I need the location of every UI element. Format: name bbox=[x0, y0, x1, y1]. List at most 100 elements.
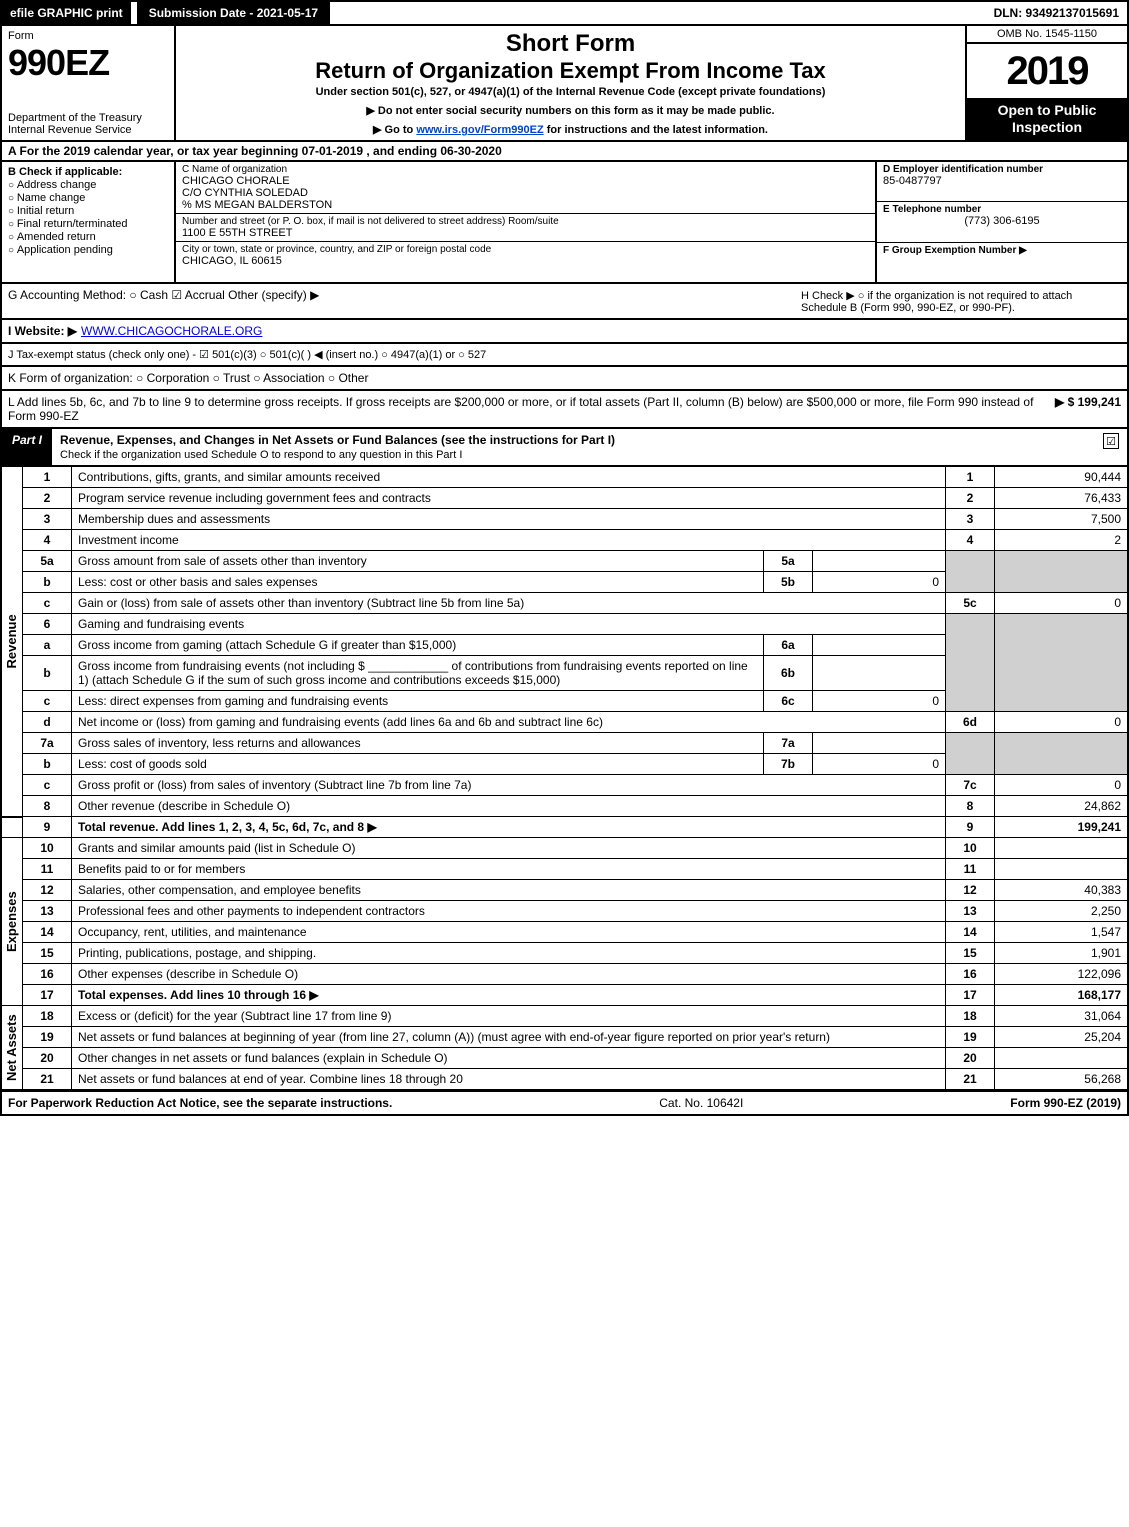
footer: For Paperwork Reduction Act Notice, see … bbox=[0, 1090, 1129, 1116]
goto-link[interactable]: www.irs.gov/Form990EZ bbox=[416, 124, 543, 136]
chk-final-return[interactable]: Final return/terminated bbox=[8, 218, 168, 230]
part-1-checkbox[interactable]: ☑ bbox=[1103, 433, 1119, 449]
header-left: Form 990EZ Department of the Treasury In… bbox=[2, 26, 176, 140]
form-number: 990EZ bbox=[8, 42, 168, 84]
ln-6d-val: 0 bbox=[995, 712, 1129, 733]
form-header: Form 990EZ Department of the Treasury In… bbox=[0, 24, 1129, 140]
omb-number: OMB No. 1545-1150 bbox=[967, 26, 1127, 44]
grey-6 bbox=[946, 614, 995, 712]
ln-6c-no: c bbox=[23, 691, 72, 712]
g-row: G Accounting Method: ○ Cash ☑ Accrual Ot… bbox=[0, 282, 1129, 318]
ln-18-no: 18 bbox=[23, 1006, 72, 1027]
ln-5c-col: 5c bbox=[946, 593, 995, 614]
org-street: 1100 E 55TH STREET bbox=[182, 227, 869, 239]
submission-date-button[interactable]: Submission Date - 2021-05-17 bbox=[135, 2, 330, 24]
lines-table: Revenue 1 Contributions, gifts, grants, … bbox=[0, 465, 1129, 1090]
tax-year: 2019 bbox=[967, 44, 1127, 98]
chk-initial-return[interactable]: Initial return bbox=[8, 205, 168, 217]
chk-address-change[interactable]: Address change bbox=[8, 179, 168, 191]
ln-17-desc: Total expenses. Add lines 10 through 16 … bbox=[72, 985, 946, 1006]
ln-5b-sub: 5b bbox=[764, 572, 813, 593]
ln-16-val: 122,096 bbox=[995, 964, 1129, 985]
ln-7c-desc: Gross profit or (loss) from sales of inv… bbox=[72, 775, 946, 796]
dept-treasury: Department of the Treasury bbox=[8, 112, 168, 124]
ln-6a-no: a bbox=[23, 635, 72, 656]
ln-20-col: 20 bbox=[946, 1048, 995, 1069]
ln-5a-no: 5a bbox=[23, 551, 72, 572]
ln-20-val bbox=[995, 1048, 1129, 1069]
ln-11-val bbox=[995, 859, 1129, 880]
ln-5c-desc: Gain or (loss) from sale of assets other… bbox=[72, 593, 946, 614]
grey-5 bbox=[946, 551, 995, 593]
ln-8-col: 8 bbox=[946, 796, 995, 817]
j-tax-exempt: J Tax-exempt status (check only one) - ☑… bbox=[8, 348, 486, 361]
ln-1-desc: Contributions, gifts, grants, and simila… bbox=[72, 466, 946, 488]
d-value: 85-0487797 bbox=[883, 175, 1121, 187]
ln-14-val: 1,547 bbox=[995, 922, 1129, 943]
goto-pre: ▶ Go to bbox=[373, 124, 416, 136]
ln-15-col: 15 bbox=[946, 943, 995, 964]
c-city-cell: City or town, state or province, country… bbox=[176, 242, 875, 269]
b-title: B Check if applicable: bbox=[8, 166, 168, 178]
ln-5a-desc: Gross amount from sale of assets other t… bbox=[72, 551, 764, 572]
ln-15-desc: Printing, publications, postage, and shi… bbox=[72, 943, 946, 964]
c-name-cell: C Name of organization CHICAGO CHORALE C… bbox=[176, 162, 875, 214]
ln-9-no: 9 bbox=[23, 817, 72, 838]
e-value: (773) 306-6195 bbox=[883, 215, 1121, 227]
g-accounting: G Accounting Method: ○ Cash ☑ Accrual Ot… bbox=[8, 288, 319, 302]
header-right: OMB No. 1545-1150 2019 Open to Public In… bbox=[965, 26, 1127, 140]
footer-right: Form 990-EZ (2019) bbox=[1010, 1096, 1121, 1110]
ln-7c-col: 7c bbox=[946, 775, 995, 796]
ln-6a-desc: Gross income from gaming (attach Schedul… bbox=[72, 635, 764, 656]
ln-12-no: 12 bbox=[23, 880, 72, 901]
part-1-header: Part I Revenue, Expenses, and Changes in… bbox=[0, 427, 1129, 465]
header-center: Short Form Return of Organization Exempt… bbox=[176, 26, 965, 140]
chk-name-change[interactable]: Name change bbox=[8, 192, 168, 204]
ln-4-val: 2 bbox=[995, 530, 1129, 551]
org-city: CHICAGO, IL 60615 bbox=[182, 255, 869, 267]
chk-amended-return[interactable]: Amended return bbox=[8, 231, 168, 243]
ln-6b-sub: 6b bbox=[764, 656, 813, 691]
footer-left: For Paperwork Reduction Act Notice, see … bbox=[8, 1096, 392, 1110]
ln-10-col: 10 bbox=[946, 838, 995, 859]
ln-3-col: 3 bbox=[946, 509, 995, 530]
website-link[interactable]: WWW.CHICAGOCHORALE.ORG bbox=[81, 324, 262, 338]
grey-7v bbox=[995, 733, 1129, 775]
ln-7b-no: b bbox=[23, 754, 72, 775]
dln-label: DLN: 93492137015691 bbox=[986, 2, 1127, 24]
ln-2-val: 76,433 bbox=[995, 488, 1129, 509]
ln-10-no: 10 bbox=[23, 838, 72, 859]
i-row: I Website: ▶ WWW.CHICAGOCHORALE.ORG bbox=[0, 318, 1129, 342]
efile-button[interactable]: efile GRAPHIC print bbox=[2, 2, 131, 24]
ln-11-desc: Benefits paid to or for members bbox=[72, 859, 946, 880]
ln-10-desc: Grants and similar amounts paid (list in… bbox=[72, 838, 946, 859]
ln-1-col: 1 bbox=[946, 466, 995, 488]
e-label: E Telephone number bbox=[883, 204, 1121, 215]
chk-application-pending[interactable]: Application pending bbox=[8, 244, 168, 256]
c-street-cell: Number and street (or P. O. box, if mail… bbox=[176, 214, 875, 242]
ln-6c-subval: 0 bbox=[813, 691, 946, 712]
ln-8-desc: Other revenue (describe in Schedule O) bbox=[72, 796, 946, 817]
b-checkboxes: B Check if applicable: Address change Na… bbox=[2, 162, 176, 282]
ln-18-desc: Excess or (deficit) for the year (Subtra… bbox=[72, 1006, 946, 1027]
ln-6c-sub: 6c bbox=[764, 691, 813, 712]
ln-7c-val: 0 bbox=[995, 775, 1129, 796]
c-street-label: Number and street (or P. O. box, if mail… bbox=[182, 216, 869, 227]
ln-2-desc: Program service revenue including govern… bbox=[72, 488, 946, 509]
ln-9-desc: Total revenue. Add lines 1, 2, 3, 4, 5c,… bbox=[72, 817, 946, 838]
def-block: D Employer identification number 85-0487… bbox=[875, 162, 1127, 282]
grey-6v bbox=[995, 614, 1129, 712]
ln-6-no: 6 bbox=[23, 614, 72, 635]
ln-10-val bbox=[995, 838, 1129, 859]
ln-6-desc: Gaming and fundraising events bbox=[72, 614, 946, 635]
k-row: K Form of organization: ○ Corporation ○ … bbox=[0, 365, 1129, 389]
part-1-subtitle: Check if the organization used Schedule … bbox=[60, 449, 462, 461]
c-org-info: C Name of organization CHICAGO CHORALE C… bbox=[176, 162, 875, 282]
ln-8-val: 24,862 bbox=[995, 796, 1129, 817]
ln-14-no: 14 bbox=[23, 922, 72, 943]
ln-7a-no: 7a bbox=[23, 733, 72, 754]
l-value: ▶ $ 199,241 bbox=[1055, 395, 1121, 409]
dept-irs: Internal Revenue Service bbox=[8, 124, 168, 136]
a-row: A For the 2019 calendar year, or tax yea… bbox=[0, 140, 1129, 160]
d-cell: D Employer identification number 85-0487… bbox=[877, 162, 1127, 202]
